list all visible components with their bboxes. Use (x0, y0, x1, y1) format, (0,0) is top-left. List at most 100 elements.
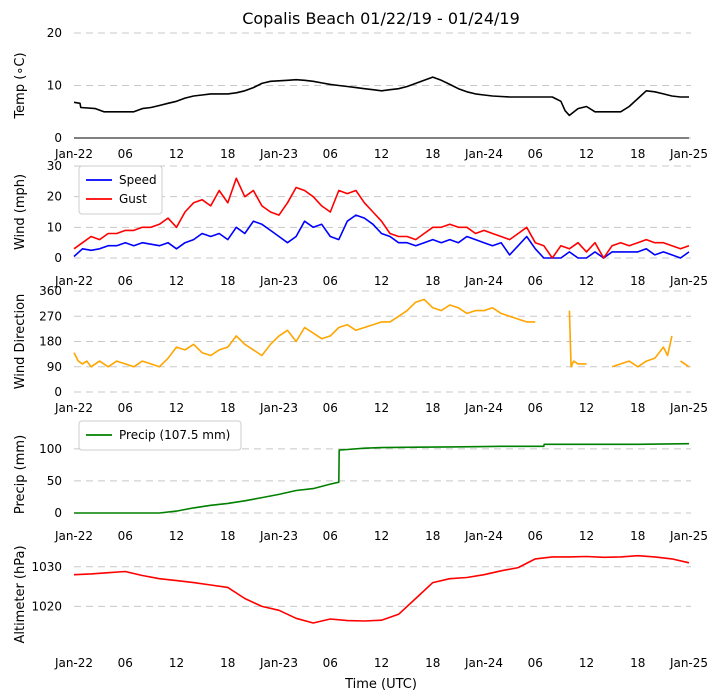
series-line-direction (73, 298, 690, 368)
x-tick-label: 12 (374, 656, 389, 670)
y-tick-label: 20 (47, 26, 62, 40)
y-tick-label: 20 (47, 190, 62, 204)
y-tick-label: 0 (54, 131, 62, 145)
x-tick-label: 12 (374, 529, 389, 543)
y-tick-label: 30 (47, 159, 62, 173)
y-tick-label: 50 (47, 474, 62, 488)
x-tick-label: Jan-23 (259, 274, 298, 288)
x-tick-label: 12 (169, 147, 184, 161)
x-tick-label: 06 (118, 529, 133, 543)
x-tick-label: Jan-25 (669, 656, 708, 670)
y-axis-label: Wind Direction (13, 294, 28, 390)
x-tick-label: 12 (169, 656, 184, 670)
x-tick-label: Jan-23 (259, 656, 298, 670)
legend-label: Precip (107.5 mm) (119, 428, 230, 442)
x-tick-label: Jan-22 (54, 656, 93, 670)
x-tick-label: Jan-24 (464, 274, 503, 288)
y-axis-label: Altimeter (hPa) (13, 545, 28, 643)
x-tick-label: 12 (374, 274, 389, 288)
x-tick-label: Jan-25 (669, 147, 708, 161)
y-tick-label: 100 (39, 442, 62, 456)
series-line-temperature (73, 76, 689, 117)
x-tick-label: 12 (374, 401, 389, 415)
x-tick-label: 06 (118, 274, 133, 288)
y-tick-label: 360 (39, 284, 62, 298)
x-tick-label: 06 (323, 401, 338, 415)
x-tick-label: 06 (528, 147, 543, 161)
x-tick-label: 12 (169, 529, 184, 543)
series-line-gust (73, 177, 690, 259)
x-tick-label: 12 (169, 274, 184, 288)
x-tick-label: 18 (220, 656, 235, 670)
y-tick-label: 0 (54, 385, 62, 399)
x-tick-label: 06 (528, 401, 543, 415)
x-tick-label: 18 (425, 529, 440, 543)
panel-temp: 0 10 20 Jan-22 06 12 18 Jan-23 06 12 18 Jan-24 06 12 1… (13, 26, 708, 161)
x-tick-label: Jan-24 (464, 656, 503, 670)
x-tick-label: 06 (323, 147, 338, 161)
x-tick-label: 12 (374, 147, 389, 161)
x-tick-label: Jan-22 (54, 401, 93, 415)
y-tick-label: 270 (39, 309, 62, 323)
series-line-precip-107-5-mm- (74, 442, 690, 514)
x-tick-label: 06 (118, 656, 133, 670)
x-tick-label: 06 (118, 401, 133, 415)
y-tick-label: 0 (54, 251, 62, 265)
x-tick-label: 06 (323, 529, 338, 543)
y-tick-label: 10 (47, 79, 62, 93)
x-tick-label: 18 (425, 656, 440, 670)
x-tick-label: 18 (630, 529, 645, 543)
x-tick-label: 18 (425, 401, 440, 415)
x-tick-label: 18 (630, 274, 645, 288)
panel-altimeter: 1020 1030 Jan-22 06 12 18 Jan-23 06 12 18 Jan-24 06… (13, 545, 708, 670)
x-tick-label: Jan-23 (259, 401, 298, 415)
x-tick-label: 18 (425, 147, 440, 161)
x-tick-label: 18 (425, 274, 440, 288)
x-tick-label: 18 (220, 529, 235, 543)
y-axis-label: Temp (∘C) (13, 52, 28, 119)
legend-label: Gust (119, 192, 147, 206)
legend-box (78, 420, 242, 451)
x-tick-label: 12 (579, 147, 594, 161)
panel-direction: 0 90 180 270 360 Jan-22 06 12 18 Jan-23 06 12 18 Jan-… (13, 284, 708, 415)
x-tick-label: 12 (579, 656, 594, 670)
x-tick-label: Jan-25 (669, 401, 708, 415)
x-tick-label: 18 (630, 147, 645, 161)
y-tick-label: 1020 (31, 599, 62, 613)
x-tick-label: Jan-22 (54, 274, 93, 288)
x-tick-label: 06 (528, 529, 543, 543)
x-tick-label: 06 (118, 147, 133, 161)
chart-title: Copalis Beach 01/22/19 - 01/24/19 (242, 9, 520, 28)
y-tick-label: 10 (47, 220, 62, 234)
x-tick-label: 18 (630, 656, 645, 670)
legend-box (78, 165, 163, 215)
panel-precip: 0 50 100 Jan-22 06 12 18 Jan-23 06 12 18 Jan-24 06 12… (13, 420, 708, 543)
x-tick-label: 12 (169, 401, 184, 415)
x-tick-label: 06 (323, 274, 338, 288)
y-tick-label: 1030 (31, 560, 62, 574)
x-tick-label: 06 (323, 656, 338, 670)
x-axis-label: Time (UTC) (344, 677, 417, 692)
x-tick-label: 18 (220, 147, 235, 161)
x-tick-label: 18 (220, 401, 235, 415)
x-tick-label: Jan-22 (54, 529, 93, 543)
legend-label: Speed (119, 173, 157, 187)
x-tick-label: Jan-25 (669, 529, 708, 543)
x-tick-label: 18 (220, 274, 235, 288)
panel-wind: 0 10 20 30 Jan-22 06 12 18 Jan-23 06 12 18 Jan-24 06 1… (13, 159, 708, 288)
x-tick-label: 06 (528, 274, 543, 288)
x-tick-label: 12 (579, 401, 594, 415)
x-tick-label: Jan-22 (54, 147, 93, 161)
x-tick-label: Jan-23 (259, 529, 298, 543)
x-tick-label: 12 (579, 529, 594, 543)
x-tick-label: 06 (528, 656, 543, 670)
y-tick-label: 180 (39, 335, 62, 349)
x-tick-label: Jan-23 (259, 147, 298, 161)
series-line-altimeter (73, 554, 690, 624)
y-tick-label: 0 (54, 506, 62, 520)
x-tick-label: 18 (630, 401, 645, 415)
x-tick-label: Jan-25 (669, 274, 708, 288)
x-tick-label: Jan-24 (464, 529, 503, 543)
